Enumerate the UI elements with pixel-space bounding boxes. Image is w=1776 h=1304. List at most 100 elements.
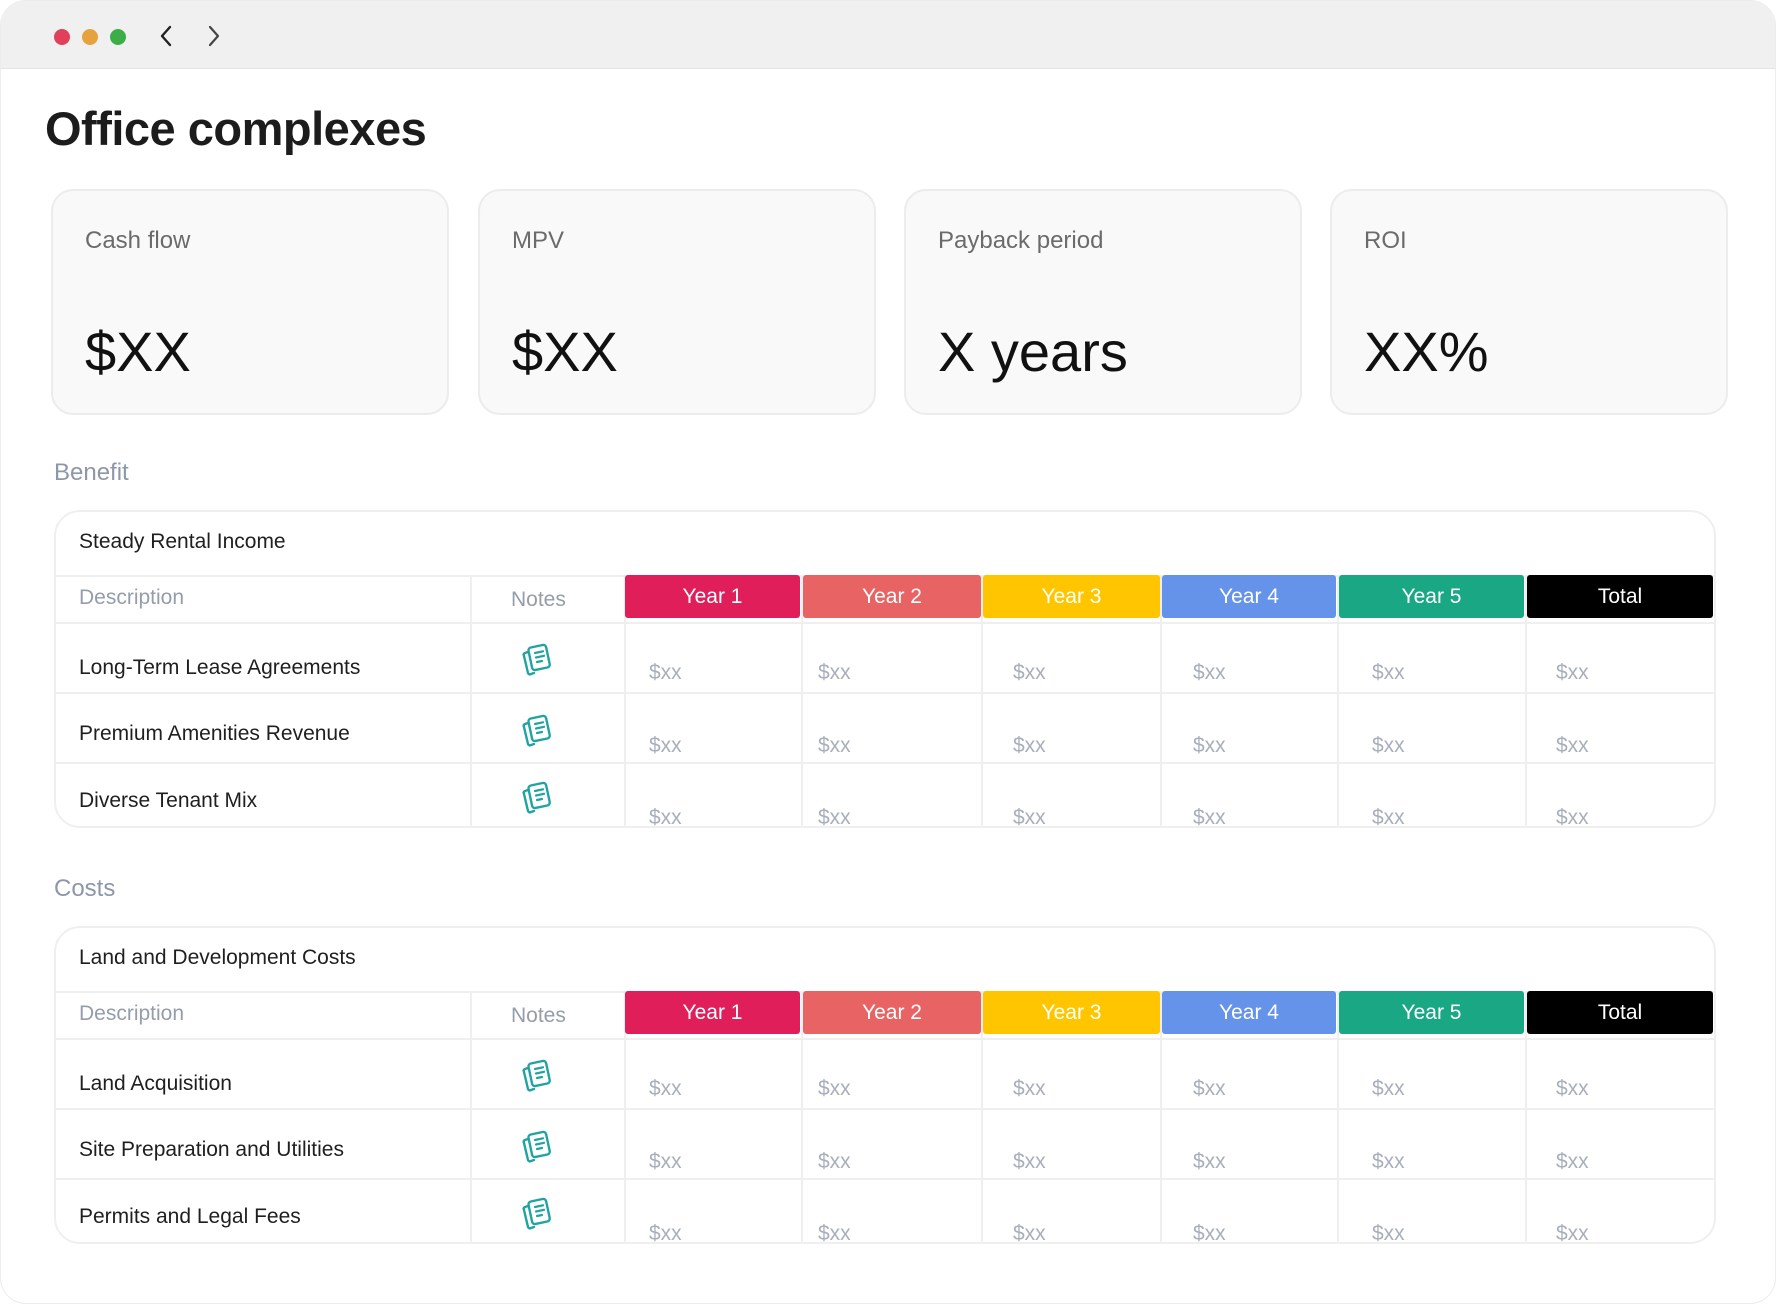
kpi-label: MPV [512,227,565,254]
kpi-card: MPV $XX [478,189,876,415]
column-header-year: Year 4 [1162,575,1336,618]
kpi-label: ROI [1364,227,1407,254]
column-header-year: Year 5 [1339,575,1524,618]
chevron-right-icon [208,25,220,47]
table-cell[interactable]: $xx [1193,1150,1226,1173]
row-label: Permits and Legal Fees [79,1205,301,1228]
table-cell[interactable]: $xx [649,806,682,828]
column-header-notes: Notes [511,1004,566,1027]
table-cell[interactable]: $xx [1372,734,1405,757]
table-cell[interactable]: $xx [1013,734,1046,757]
row-label: Land Acquisition [79,1072,232,1095]
table-cell[interactable]: $xx [818,734,851,757]
row-label: Long-Term Lease Agreements [79,656,361,679]
table-title: Land and Development Costs [79,946,356,969]
table-cell[interactable]: $xx [1556,1150,1589,1173]
table-cell[interactable]: $xx [1372,806,1405,828]
notes-icon[interactable] [519,1196,553,1232]
table-cell[interactable]: $xx [818,1222,851,1244]
kpi-label: Payback period [938,227,1104,254]
table-cell[interactable]: $xx [1013,1222,1046,1244]
kpi-value: XX% [1364,320,1489,383]
column-header-description: Description [79,1002,185,1025]
notes-icon[interactable] [519,1129,553,1165]
column-divider [981,575,983,826]
window-titlebar [1,1,1775,69]
column-divider [624,575,626,826]
row-label: Diverse Tenant Mix [79,789,258,812]
column-header-notes: Notes [511,588,566,611]
page-title: Office complexes [45,102,427,155]
table-cell[interactable]: $xx [1013,806,1046,828]
table-cell[interactable]: $xx [1556,806,1589,828]
row-divider [56,762,1714,764]
column-divider [1160,991,1162,1242]
table-cell[interactable]: $xx [1556,734,1589,757]
table-cell[interactable]: $xx [1013,661,1046,684]
column-divider [1160,575,1162,826]
forward-button[interactable] [201,23,225,49]
chevron-left-icon [160,25,172,47]
notes-icon[interactable] [519,780,553,816]
kpi-value: $XX [85,320,191,383]
table-cell[interactable]: $xx [649,734,682,757]
table-cell[interactable]: $xx [649,1222,682,1244]
row-label: Premium Amenities Revenue [79,722,350,745]
table-cell[interactable]: $xx [1013,1150,1046,1173]
kpi-card: Payback period X years [904,189,1302,415]
column-header-year: Year 1 [625,575,800,618]
kpi-value: $XX [512,320,618,383]
table-cell[interactable]: $xx [1193,661,1226,684]
section-label: Benefit [54,459,129,486]
column-header-year: Total [1527,991,1713,1034]
maximize-window-button[interactable] [110,29,126,45]
table-cell[interactable]: $xx [1372,661,1405,684]
table-cell[interactable]: $xx [1556,661,1589,684]
column-divider [470,575,472,826]
table-cell[interactable]: $xx [1372,1077,1405,1100]
column-divider [801,575,803,826]
back-button[interactable] [155,23,179,49]
close-window-button[interactable] [54,29,70,45]
table-cell[interactable]: $xx [818,661,851,684]
row-divider [56,692,1714,694]
minimize-window-button[interactable] [82,29,98,45]
row-divider [56,1178,1714,1180]
table-cell[interactable]: $xx [1372,1150,1405,1173]
notes-icon[interactable] [519,713,553,749]
column-header-year: Year 3 [983,575,1160,618]
section-label: Costs [54,875,116,902]
table-cell[interactable]: $xx [1013,1077,1046,1100]
notes-icon[interactable] [519,642,553,678]
column-header-year: Year 5 [1339,991,1524,1034]
column-divider [470,991,472,1242]
kpi-value: X years [938,320,1128,383]
table-cell[interactable]: $xx [1193,734,1226,757]
row-label: Site Preparation and Utilities [79,1138,344,1161]
table-cell[interactable]: $xx [818,1077,851,1100]
row-divider [56,622,1714,624]
table-cell[interactable]: $xx [818,1150,851,1173]
column-divider [981,991,983,1242]
table-cell[interactable]: $xx [1193,806,1226,828]
kpi-card: ROI XX% [1330,189,1728,415]
column-divider [1525,991,1527,1242]
column-divider [1337,575,1339,826]
table-cell[interactable]: $xx [1372,1222,1405,1244]
column-divider [624,991,626,1242]
column-header-year: Year 4 [1162,991,1336,1034]
table-cell[interactable]: $xx [1193,1077,1226,1100]
table-cell[interactable]: $xx [818,806,851,828]
table-title: Steady Rental Income [79,530,286,553]
table-cell[interactable]: $xx [649,1150,682,1173]
table-cell[interactable]: $xx [1193,1222,1226,1244]
column-header-year: Total [1527,575,1713,618]
table-cell[interactable]: $xx [649,661,682,684]
column-header-year: Year 2 [803,575,981,618]
table-cell[interactable]: $xx [1556,1077,1589,1100]
column-header-description: Description [79,586,185,609]
table-cell[interactable]: $xx [649,1077,682,1100]
table-cell[interactable]: $xx [1556,1222,1589,1244]
column-divider [801,991,803,1242]
notes-icon[interactable] [519,1058,553,1094]
